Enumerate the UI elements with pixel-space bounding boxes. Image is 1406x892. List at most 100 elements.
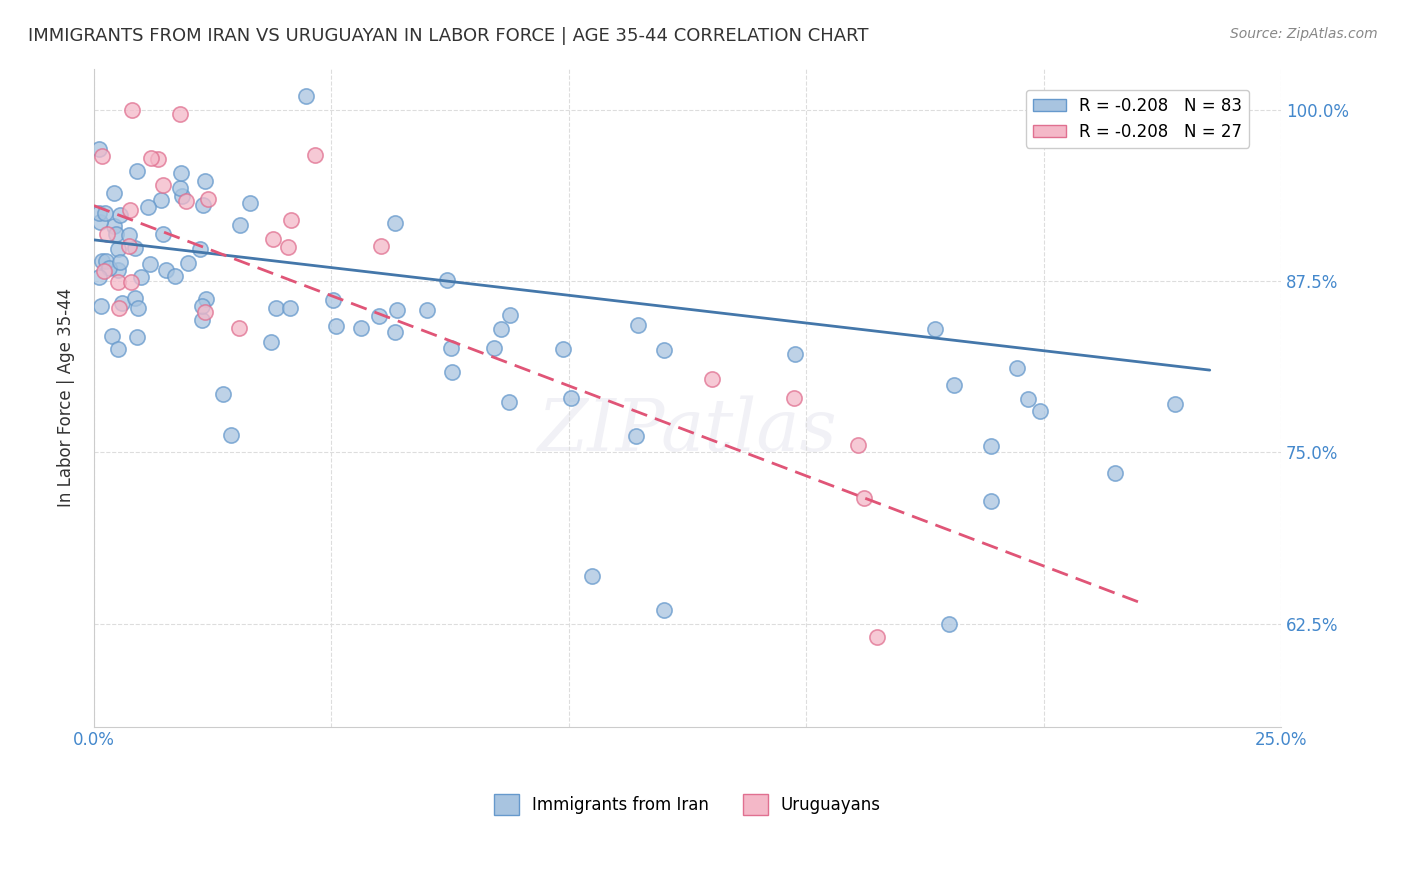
- Immigrants from Iran: [89, 215, 111, 229]
- Immigrants from Iran: [125, 164, 148, 178]
- Immigrants from Iran: [100, 329, 122, 343]
- Immigrants from Iran: [350, 321, 373, 335]
- Immigrants from Iran: [924, 322, 946, 336]
- Immigrants from Iran: [107, 342, 129, 356]
- Immigrants from Iran: [652, 343, 675, 358]
- Uruguayans: [866, 631, 889, 645]
- Immigrants from Iran: [652, 603, 675, 617]
- Immigrants from Iran: [1104, 466, 1126, 480]
- Immigrants from Iran: [136, 200, 159, 214]
- Immigrants from Iran: [118, 227, 141, 242]
- Uruguayans: [93, 264, 115, 278]
- Immigrants from Iran: [172, 189, 194, 203]
- Immigrants from Iran: [229, 218, 252, 232]
- Immigrants from Iran: [560, 391, 582, 405]
- Immigrants from Iran: [239, 196, 262, 211]
- Immigrants from Iran: [191, 313, 214, 327]
- Uruguayans: [107, 276, 129, 290]
- Uruguayans: [702, 372, 724, 386]
- Immigrants from Iran: [94, 253, 117, 268]
- Immigrants from Iran: [170, 166, 193, 180]
- Uruguayans: [852, 491, 875, 505]
- Immigrants from Iran: [124, 241, 146, 255]
- Uruguayans: [846, 438, 869, 452]
- Immigrants from Iran: [110, 208, 132, 222]
- Immigrants from Iran: [295, 89, 318, 103]
- Immigrants from Iran: [1005, 360, 1028, 375]
- Immigrants from Iran: [384, 216, 406, 230]
- Immigrants from Iran: [384, 325, 406, 339]
- Immigrants from Iran: [385, 302, 408, 317]
- Immigrants from Iran: [155, 262, 177, 277]
- Uruguayans: [91, 149, 114, 163]
- Uruguayans: [277, 240, 299, 254]
- Uruguayans: [139, 151, 162, 165]
- Immigrants from Iran: [260, 334, 283, 349]
- Immigrants from Iran: [111, 296, 134, 310]
- Immigrants from Iran: [325, 319, 347, 334]
- Immigrants from Iran: [190, 242, 212, 256]
- Immigrants from Iran: [107, 263, 129, 277]
- Immigrants from Iran: [436, 273, 458, 287]
- Immigrants from Iran: [416, 303, 439, 318]
- Uruguayans: [96, 227, 118, 241]
- Immigrants from Iran: [278, 301, 301, 315]
- Immigrants from Iran: [1164, 397, 1187, 411]
- Immigrants from Iran: [105, 227, 128, 242]
- Uruguayans: [228, 321, 250, 335]
- Immigrants from Iran: [627, 318, 650, 333]
- Immigrants from Iran: [195, 292, 218, 306]
- Uruguayans: [783, 391, 806, 405]
- Immigrants from Iran: [124, 291, 146, 305]
- Immigrants from Iran: [194, 174, 217, 188]
- Immigrants from Iran: [87, 142, 110, 156]
- Immigrants from Iran: [266, 301, 288, 316]
- Uruguayans: [121, 103, 143, 117]
- Immigrants from Iran: [626, 429, 648, 443]
- Immigrants from Iran: [129, 269, 152, 284]
- Immigrants from Iran: [191, 299, 214, 313]
- Immigrants from Iran: [98, 260, 121, 275]
- Immigrants from Iran: [103, 186, 125, 200]
- Immigrants from Iran: [219, 428, 242, 442]
- Uruguayans: [174, 194, 197, 208]
- Immigrants from Iran: [581, 568, 603, 582]
- Text: IMMIGRANTS FROM IRAN VS URUGUAYAN IN LABOR FORCE | AGE 35-44 CORRELATION CHART: IMMIGRANTS FROM IRAN VS URUGUAYAN IN LAB…: [28, 27, 869, 45]
- Uruguayans: [148, 152, 170, 166]
- Immigrants from Iran: [322, 293, 344, 307]
- Immigrants from Iran: [1028, 404, 1050, 418]
- Uruguayans: [108, 301, 131, 316]
- Immigrants from Iran: [108, 255, 131, 269]
- Immigrants from Iran: [980, 494, 1002, 508]
- Immigrants from Iran: [150, 193, 173, 207]
- Immigrants from Iran: [943, 377, 966, 392]
- Immigrants from Iran: [89, 269, 111, 284]
- Legend: Immigrants from Iran, Uruguayans: Immigrants from Iran, Uruguayans: [488, 788, 887, 822]
- Immigrants from Iran: [440, 365, 463, 379]
- Immigrants from Iran: [169, 181, 191, 195]
- Immigrants from Iran: [938, 616, 960, 631]
- Immigrants from Iran: [553, 342, 575, 356]
- Uruguayans: [118, 239, 141, 253]
- Immigrants from Iran: [94, 206, 117, 220]
- Text: Source: ZipAtlas.com: Source: ZipAtlas.com: [1230, 27, 1378, 41]
- Immigrants from Iran: [212, 387, 235, 401]
- Immigrants from Iran: [138, 257, 160, 271]
- Immigrants from Iran: [90, 299, 112, 313]
- Immigrants from Iran: [165, 269, 187, 284]
- Uruguayans: [262, 232, 284, 246]
- Uruguayans: [280, 213, 302, 227]
- Immigrants from Iran: [489, 322, 512, 336]
- Immigrants from Iran: [499, 308, 522, 322]
- Immigrants from Iran: [367, 309, 389, 323]
- Immigrants from Iran: [1017, 392, 1039, 406]
- Uruguayans: [118, 202, 141, 217]
- Uruguayans: [304, 148, 326, 162]
- Immigrants from Iran: [440, 341, 463, 355]
- Text: ZIPatlas: ZIPatlas: [537, 395, 837, 466]
- Uruguayans: [120, 275, 142, 289]
- Uruguayans: [370, 238, 392, 252]
- Immigrants from Iran: [498, 394, 520, 409]
- Immigrants from Iran: [191, 198, 214, 212]
- Immigrants from Iran: [177, 256, 200, 270]
